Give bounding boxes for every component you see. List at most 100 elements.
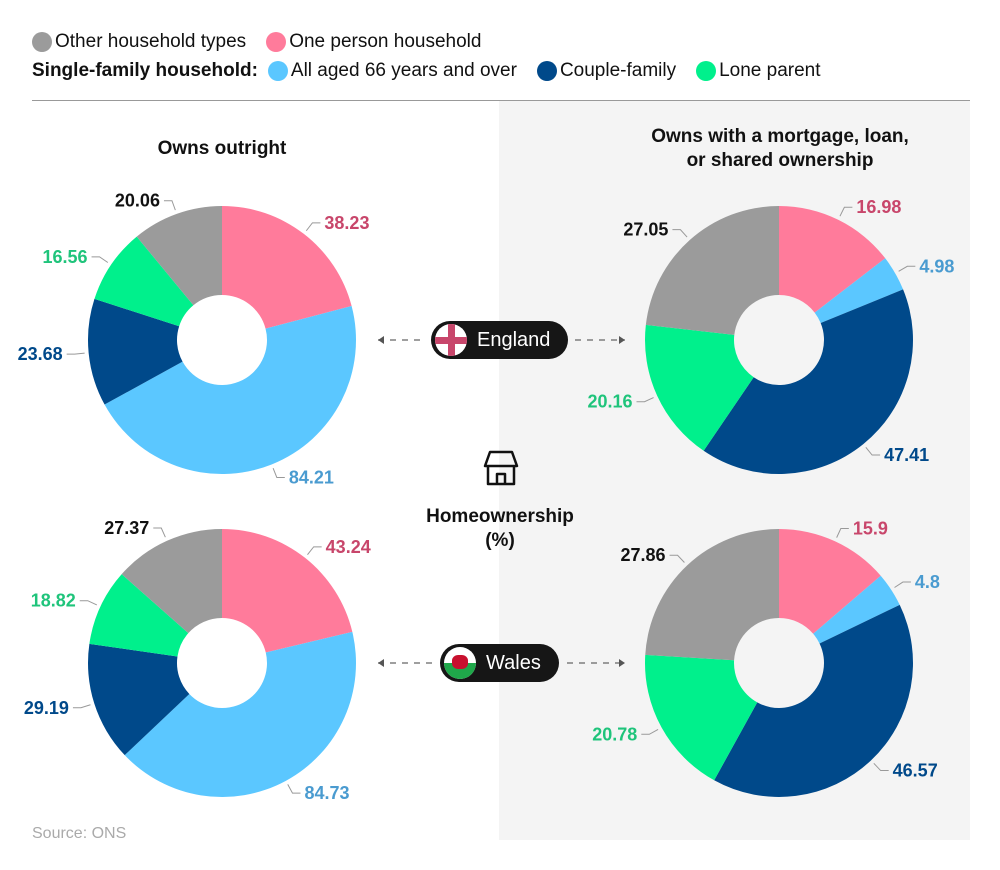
pie-slice (645, 206, 779, 335)
pie-slice (136, 206, 222, 306)
region-label: England (477, 328, 551, 351)
leader-line (672, 229, 688, 238)
leader-line (894, 581, 911, 588)
legend-label: Other household types (55, 31, 247, 52)
wales-flag-icon (444, 647, 476, 679)
data-label: 46.57 (893, 761, 938, 781)
leader-line (873, 762, 889, 772)
data-label: 38.23 (324, 213, 369, 233)
leader-line (287, 784, 301, 794)
leader-line (839, 206, 853, 217)
leader-line (305, 222, 321, 232)
leader-line (272, 468, 285, 478)
title-line-2: or shared ownership (686, 150, 874, 171)
legend-item-lone-parent: Lone parent (696, 60, 821, 82)
england-flag-icon (435, 324, 467, 356)
data-label: 43.24 (326, 537, 371, 557)
leader-line (163, 200, 176, 211)
legend-swatch (266, 32, 287, 52)
data-label: 20.16 (587, 392, 632, 412)
center-title-line-1: Homeownership (426, 506, 574, 527)
center-title-line-2: (%) (485, 530, 515, 551)
legend-swatch (32, 32, 52, 52)
legend-row-2: Single-family household: All aged 66 yea… (32, 60, 837, 82)
pie-slice (94, 236, 194, 327)
legend-label: Lone parent (719, 60, 821, 81)
leader-line (898, 265, 916, 272)
data-label: 20.78 (592, 724, 637, 744)
data-label: 84.21 (289, 467, 334, 487)
legend-item-couple: Couple-family (536, 60, 677, 82)
pie-slice (87, 298, 183, 405)
center-title: Homeownership (%) (400, 505, 600, 553)
data-label: 23.68 (18, 344, 63, 364)
leader-line (636, 397, 654, 403)
pie-slice (714, 604, 913, 797)
pie-slice (104, 306, 356, 474)
data-label: 16.56 (43, 247, 88, 267)
legend-swatch (267, 61, 288, 81)
leader-line (72, 704, 91, 709)
legend-group-label: Single-family household: (32, 60, 258, 81)
data-label: 84.73 (305, 783, 350, 803)
legend-swatch (696, 61, 717, 81)
region-badge-wales: Wales (440, 644, 559, 682)
arrowhead-icon (619, 336, 625, 344)
data-label: 16.98 (856, 197, 901, 217)
leader-line (865, 446, 881, 456)
legend-label: Couple-family (559, 60, 677, 81)
pie-slice (644, 324, 754, 451)
data-label: 27.86 (621, 545, 666, 565)
legend-item-other: Other household types (32, 31, 246, 53)
legend-item-aged-66: All aged 66 years and over (267, 60, 517, 82)
legend-row-1: Other household types One person househo… (32, 31, 497, 53)
pie-slice (222, 529, 353, 653)
data-label: 4.8 (915, 572, 940, 592)
arrowhead-icon (378, 336, 384, 344)
pie-slice (87, 643, 190, 756)
pie-slice (89, 574, 189, 657)
data-label: 29.19 (24, 698, 69, 718)
arrowhead-icon (619, 659, 625, 667)
region-badge-england: England (431, 321, 569, 359)
pie-slice (222, 206, 352, 329)
leader-line (307, 546, 322, 555)
pie-slice (779, 529, 881, 634)
data-label: 18.82 (31, 591, 76, 611)
house-icon (483, 450, 519, 486)
title-owns-outright: Owns outright (157, 138, 287, 159)
leader-line (641, 729, 659, 735)
divider (32, 100, 970, 101)
data-label: 15.9 (853, 519, 888, 539)
leader-line (669, 554, 685, 563)
title-mortgage: Owns with a mortgage, loan, or shared own… (580, 125, 980, 173)
pie-slice (124, 631, 357, 798)
pie-slice (779, 206, 886, 313)
leader-line (79, 600, 98, 606)
pie-slice (813, 575, 900, 644)
pie-slice (121, 529, 222, 634)
data-label: 4.98 (919, 256, 954, 276)
data-label: 27.05 (623, 220, 668, 240)
arrowhead-icon (378, 659, 384, 667)
data-label: 27.37 (104, 518, 149, 538)
pie-slice (645, 654, 758, 781)
legend-label: One person household (289, 31, 482, 52)
title-line-1: Owns with a mortgage, loan, (651, 126, 909, 147)
leader-line (91, 256, 109, 263)
leader-line (836, 528, 849, 538)
legend-swatch (536, 61, 557, 81)
source-note: Source: ONS (32, 825, 127, 842)
leader-line (66, 352, 85, 355)
pie-slice (645, 529, 779, 661)
pie-slice (703, 289, 913, 474)
pie-slice (814, 258, 904, 324)
data-label: 20.06 (115, 191, 160, 211)
legend-label: All aged 66 years and over (290, 60, 517, 81)
legend-item-one-person: One person household (266, 31, 481, 53)
data-label: 47.41 (884, 445, 929, 465)
leader-line (153, 527, 166, 538)
region-label: Wales (486, 651, 541, 674)
